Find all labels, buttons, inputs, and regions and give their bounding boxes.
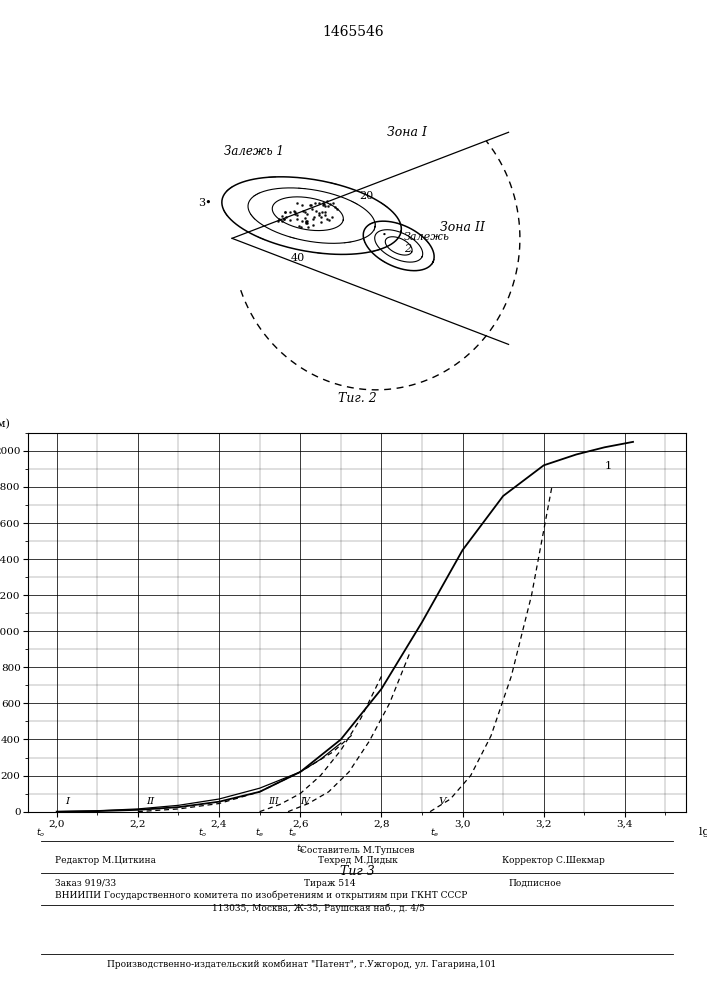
Text: S(м): S(м) xyxy=(0,419,11,429)
Text: Редактор М.Циткина: Редактор М.Циткина xyxy=(54,856,156,865)
Text: II: II xyxy=(146,797,154,806)
Text: Τиг 3: Τиг 3 xyxy=(339,865,375,878)
Text: Заказ 919/33: Заказ 919/33 xyxy=(54,879,116,888)
Text: V: V xyxy=(438,797,445,806)
Text: Зона I: Зона I xyxy=(387,126,427,139)
Text: $t_e$: $t_e$ xyxy=(255,826,264,839)
Text: III: III xyxy=(268,797,279,806)
Text: ВНИИПИ Государственного комитета по изобретениям и открытиям при ГКНТ СССР: ВНИИПИ Государственного комитета по изоб… xyxy=(54,891,467,900)
Text: $t_o$: $t_o$ xyxy=(36,826,45,839)
Text: 20: 20 xyxy=(359,191,373,201)
Text: Производственно-издательский комбинат "Патент", г.Ужгород, ул. Гагарина,101: Производственно-издательский комбинат "П… xyxy=(107,960,496,969)
Text: •: • xyxy=(382,230,387,238)
Text: 3•: 3• xyxy=(198,198,211,208)
Text: $t_e$: $t_e$ xyxy=(296,842,305,855)
Text: Подписное: Подписное xyxy=(508,879,561,888)
Text: $t_o$: $t_o$ xyxy=(198,826,207,839)
Text: $t_e$: $t_e$ xyxy=(288,826,297,839)
Text: Корректор С.Шекмар: Корректор С.Шекмар xyxy=(502,856,604,865)
Text: Техред М.Дидык: Техред М.Дидык xyxy=(317,856,397,865)
Text: $t_e$: $t_e$ xyxy=(430,826,439,839)
Text: Τиг. 2: Τиг. 2 xyxy=(338,392,376,405)
Text: Составитель М.Тупысев: Составитель М.Тупысев xyxy=(300,846,414,855)
Text: Залежь
2: Залежь 2 xyxy=(404,232,450,254)
Text: I: I xyxy=(65,797,69,806)
Text: 40: 40 xyxy=(291,253,305,263)
Text: lg t: lg t xyxy=(699,827,707,837)
Text: 113035, Москва, Ж-35, Раушская наб., д. 4/5: 113035, Москва, Ж-35, Раушская наб., д. … xyxy=(212,904,426,913)
Text: Зона II: Зона II xyxy=(440,221,486,234)
Text: Залежь 1: Залежь 1 xyxy=(224,145,284,158)
Text: 1: 1 xyxy=(604,461,612,471)
Text: Тираж 514: Тираж 514 xyxy=(305,879,356,888)
Text: IV: IV xyxy=(300,797,310,806)
Text: 1465546: 1465546 xyxy=(322,25,385,39)
